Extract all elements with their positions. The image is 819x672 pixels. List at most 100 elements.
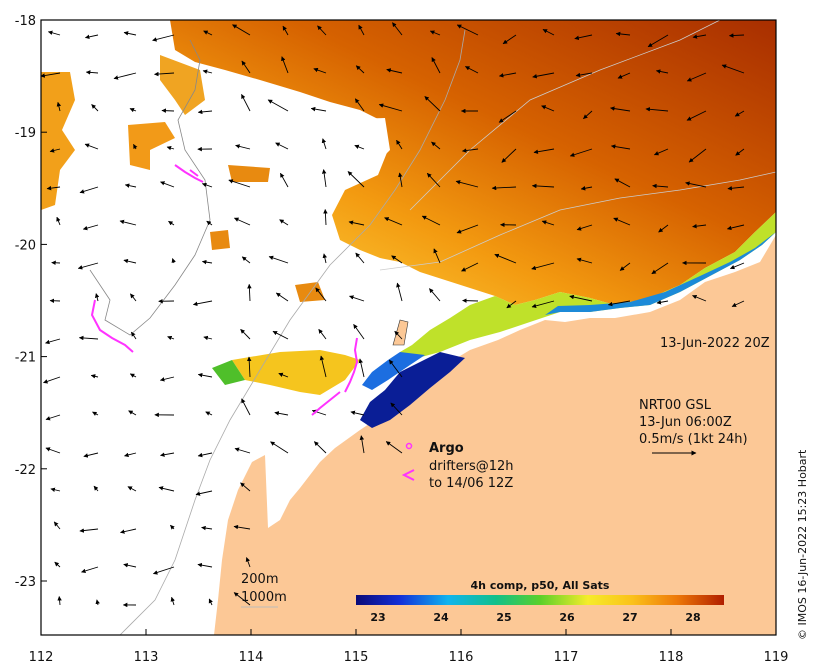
- current-arrow: [317, 25, 327, 36]
- sst-south-patch-green: [212, 360, 245, 385]
- current-arrow: [727, 186, 745, 191]
- current-arrow: [124, 452, 137, 458]
- current-arrow: [355, 65, 365, 74]
- drifter-track: [344, 337, 359, 393]
- current-arrow: [541, 220, 555, 226]
- current-arrow: [129, 108, 137, 113]
- current-arrow: [202, 69, 213, 74]
- current-arrow: [274, 411, 289, 416]
- current-arrow: [128, 410, 137, 416]
- current-arrow: [201, 259, 213, 265]
- current-arrow: [206, 220, 213, 226]
- current-arrow: [282, 25, 289, 36]
- current-arrow: [323, 209, 328, 226]
- current-arrow: [502, 34, 517, 45]
- current-arrow: [160, 181, 175, 188]
- current-arrow: [498, 110, 517, 123]
- current-arrow: [123, 258, 137, 264]
- current-time: 13-Jun 06:00Z: [639, 415, 732, 430]
- current-scale: 0.5m/s (1kt 24h): [639, 432, 748, 447]
- current-arrow: [506, 300, 517, 309]
- colorbar-tick-label: 24: [433, 611, 449, 624]
- current-arrow: [113, 72, 137, 80]
- current-arrow: [278, 372, 289, 378]
- lon-tick-label: 119: [764, 650, 789, 665]
- current-arrow: [81, 566, 99, 574]
- current-arrow: [201, 182, 213, 188]
- current-arrow: [49, 148, 61, 153]
- current-arrow: [272, 330, 289, 340]
- contour-1000m-label: 1000m: [241, 590, 287, 605]
- lat-tick-label: -21: [15, 351, 36, 366]
- current-arrow: [583, 110, 593, 120]
- current-arrow: [235, 144, 251, 150]
- current-arrow: [424, 96, 441, 112]
- current-arrow: [385, 441, 403, 454]
- lat-tick-label: -22: [15, 463, 36, 478]
- current-arrow: [241, 60, 251, 74]
- current-arrow: [728, 33, 745, 38]
- current-arrow: [358, 358, 365, 378]
- colorbar-tick-label: 23: [370, 611, 385, 624]
- current-arrow: [56, 101, 62, 112]
- current-arrow: [392, 22, 403, 36]
- current-arrow: [576, 224, 593, 231]
- current-arrow: [349, 295, 365, 302]
- current-arrow: [731, 300, 745, 307]
- current-arrow: [574, 34, 593, 41]
- sst-small-patch: [210, 230, 230, 250]
- current-arrow: [171, 258, 176, 264]
- current-arrow: [241, 256, 251, 264]
- current-arrow: [455, 180, 479, 188]
- current-arrow: [203, 335, 213, 341]
- current-arrow: [688, 148, 707, 163]
- current-arrow: [124, 183, 137, 188]
- current-arrow: [610, 106, 631, 112]
- current-arrow: [569, 294, 593, 302]
- current-arrow: [160, 452, 175, 457]
- lat-tick-label: -20: [15, 238, 36, 253]
- sst-west-patch-2: [128, 122, 175, 170]
- current-arrow: [498, 72, 517, 78]
- current-vectors: [41, 22, 745, 608]
- current-arrow: [542, 28, 555, 36]
- current-arrow: [350, 410, 365, 416]
- current-arrow: [398, 172, 403, 188]
- current-arrow: [130, 293, 137, 302]
- current-arrow: [531, 300, 555, 309]
- current-arrow: [726, 224, 745, 231]
- current-arrow: [78, 335, 99, 341]
- current-arrow: [315, 287, 327, 302]
- current-arrow: [43, 376, 61, 384]
- current-arrow: [359, 435, 365, 454]
- current-arrow: [90, 374, 99, 379]
- current-arrow: [321, 169, 327, 188]
- lon-tick-label: 118: [659, 650, 684, 665]
- current-arrow: [158, 486, 175, 492]
- current-arrow: [166, 145, 175, 151]
- current-arrow: [154, 71, 175, 77]
- colorbar-tick-label: 27: [622, 611, 637, 624]
- current-arrow: [645, 107, 669, 112]
- current-arrow: [686, 110, 707, 121]
- current-arrow: [197, 109, 213, 115]
- lon-tick-label: 115: [344, 650, 369, 665]
- current-arrow: [355, 252, 365, 264]
- lat-tick-label: -19: [15, 126, 36, 141]
- current-arrow: [46, 185, 61, 191]
- current-arrow: [152, 34, 175, 42]
- drifter-track: [311, 391, 341, 416]
- current-arrow: [152, 566, 175, 575]
- current-arrow: [421, 215, 441, 226]
- drifter-label-1: drifters@12h: [429, 459, 514, 474]
- current-arrow: [313, 67, 327, 74]
- current-arrow: [721, 64, 745, 74]
- sst-south-patch: [232, 350, 360, 395]
- current-arrow: [170, 524, 175, 530]
- current-arrow: [267, 99, 289, 112]
- current-arrow: [279, 219, 289, 226]
- current-arrow: [576, 257, 593, 264]
- current-arrow: [205, 411, 213, 416]
- current-arrow: [192, 300, 213, 307]
